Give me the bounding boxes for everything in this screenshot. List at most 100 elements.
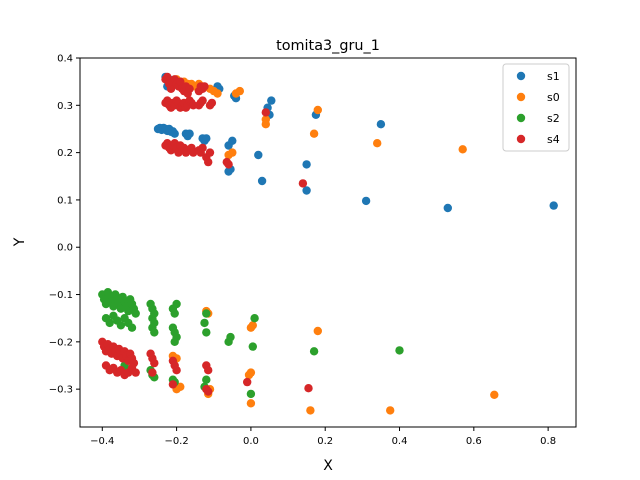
point-s4-3: [166, 84, 176, 94]
point-s4-97: [172, 366, 181, 375]
series-s4: [98, 72, 313, 396]
y-tick-label: −0.2: [49, 337, 73, 348]
point-s2-35: [170, 309, 179, 318]
y-tick-label: −0.3: [49, 385, 73, 396]
point-s0-14: [228, 148, 237, 157]
x-tick-label: 0.6: [466, 436, 482, 447]
point-s1-29: [257, 176, 267, 186]
legend: s1 s0 s2 s4: [502, 63, 570, 152]
point-s2-49: [395, 346, 404, 355]
legend-marker-s1: [516, 71, 526, 81]
point-s2-43: [202, 328, 211, 337]
legend-box: [502, 63, 570, 152]
legend-label-s4: s4: [547, 133, 560, 146]
x-axis-label: X: [323, 458, 333, 474]
point-s1-39: [549, 201, 558, 210]
point-s4-54: [198, 143, 207, 153]
point-s0-20: [458, 145, 467, 154]
point-s2-36: [172, 299, 181, 309]
y-axis: −0.3 −0.2 −0.1 0.0 0.1 0.2 0.3 0.4: [49, 54, 80, 396]
point-s4-61: [224, 160, 233, 169]
point-s2-26: [127, 323, 137, 332]
point-s2-48: [309, 347, 319, 356]
point-s2-23: [116, 321, 126, 330]
point-s4-103: [243, 377, 252, 387]
x-axis: −0.4 −0.2 0.0 0.2 0.4 0.6 0.8: [90, 427, 556, 447]
point-s2-57: [202, 375, 211, 384]
x-tick-label: 0.8: [540, 436, 556, 447]
point-s4-62: [261, 108, 270, 117]
legend-label-s2: s2: [547, 112, 560, 125]
y-tick-label: 0.3: [57, 101, 73, 112]
point-s4-13: [185, 84, 194, 94]
point-s0-34: [246, 399, 256, 408]
point-s4-1: [163, 72, 172, 82]
legend-marker-s2: [516, 113, 526, 123]
point-s4-51: [198, 96, 207, 105]
x-tick-label: 0.4: [392, 436, 408, 447]
point-s0-27: [313, 326, 322, 336]
y-tick-label: 0.0: [57, 243, 73, 254]
legend-label-s1: s1: [547, 70, 560, 83]
point-s2-47: [248, 342, 257, 351]
point-s1-19: [202, 134, 211, 143]
point-s2-42: [200, 318, 209, 328]
point-s4-59: [207, 98, 217, 108]
y-axis-label: Y: [12, 237, 28, 247]
x-tick-label: 0.0: [243, 436, 259, 447]
point-s4-102: [204, 387, 213, 396]
point-s2-40: [170, 337, 179, 346]
point-s2-41: [202, 309, 211, 318]
point-s1-37: [376, 120, 386, 129]
point-s0-17: [309, 129, 319, 138]
point-s4-94: [148, 368, 157, 377]
point-s0-26: [248, 321, 257, 330]
point-s4-93: [150, 358, 159, 368]
y-tick-label: −0.1: [49, 290, 73, 301]
plot-frame: [79, 57, 577, 428]
point-s4-57: [205, 148, 215, 157]
point-s1-36: [361, 196, 371, 206]
point-s4-104: [304, 384, 313, 393]
point-s2-33: [150, 328, 159, 337]
y-tick-label: 0.1: [57, 195, 73, 206]
point-s4-48: [200, 82, 209, 91]
point-s0-36: [386, 406, 395, 415]
point-s1-34: [302, 186, 311, 195]
point-s4-56: [204, 157, 213, 167]
y-tick-label: 0.4: [57, 54, 73, 65]
point-s1-23: [228, 136, 237, 145]
chart-title: tomita3_gru_1: [276, 38, 380, 54]
point-s4-63: [298, 179, 308, 188]
point-s4-90: [131, 368, 140, 377]
point-s0-33: [246, 368, 256, 377]
x-tick-label: 0.2: [317, 436, 333, 447]
point-s0-37: [490, 390, 499, 399]
point-s0-10: [213, 89, 222, 98]
point-s4-98: [168, 380, 178, 389]
point-s4-100: [204, 366, 213, 375]
point-s0-29: [176, 382, 185, 391]
x-tick-label: −0.2: [164, 436, 188, 447]
legend-marker-s4: [516, 134, 526, 144]
point-s1-33: [302, 160, 311, 169]
point-s0-18: [313, 105, 322, 115]
point-s0-12: [235, 86, 244, 96]
point-s2-59: [246, 389, 256, 399]
series-s2: [98, 288, 404, 399]
point-s1-32: [267, 96, 276, 105]
legend-marker-s0: [516, 92, 526, 102]
point-s0-16: [261, 120, 270, 129]
point-s2-18: [131, 309, 140, 318]
point-s2-45: [226, 332, 235, 342]
point-s4-8: [176, 77, 185, 86]
legend-label-s0: s0: [547, 91, 560, 104]
y-tick-label: 0.2: [57, 148, 73, 159]
point-s2-20: [105, 318, 114, 328]
point-s1-38: [443, 203, 452, 213]
x-tick-label: −0.4: [90, 436, 114, 447]
points-layer: [98, 72, 558, 415]
point-s2-46: [250, 314, 259, 323]
point-s0-35: [306, 406, 315, 415]
